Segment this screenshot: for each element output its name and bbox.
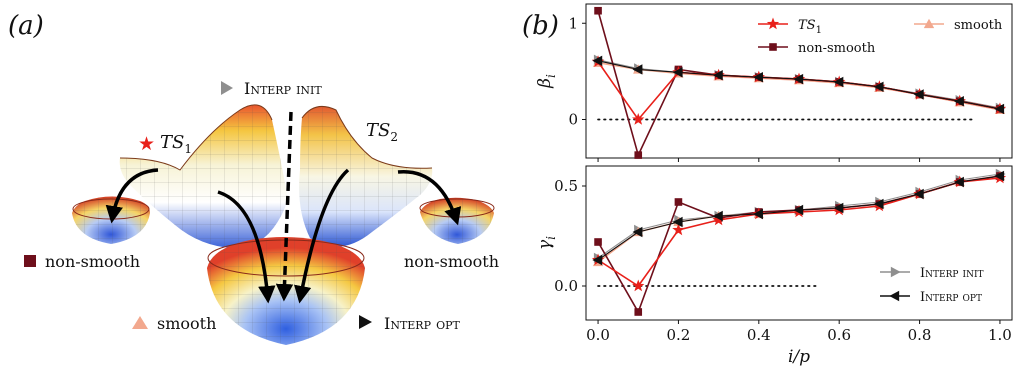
gamma-point-interp-opt (954, 176, 964, 188)
legend-marker-non-smooth (769, 43, 777, 51)
legend-label-interp-init: Interp init (920, 266, 984, 281)
legend-label-smooth: smooth (954, 18, 1003, 33)
beta-ytick-label: 0 (568, 111, 578, 129)
gamma-point-ts-1 (632, 279, 645, 292)
arrow-ts2-to-center (294, 168, 350, 304)
legend-marker-ts-1 (766, 17, 780, 30)
beta-point-interp-opt (753, 71, 763, 83)
arrow-ts1-to-center (217, 190, 276, 304)
gamma-plot: 0.0 0.5 0.0 0.2 0.4 0.6 0.8 1.0 i/p γi Interp init… (535, 165, 1013, 367)
gamma-point-interp-opt (592, 254, 603, 266)
beta-point-interp-opt (873, 81, 884, 92)
panel-b: (b) 0 1 βi TS1 non-smooth smooth 0.0 0.5 0.0 0.2… (522, 3, 1013, 367)
gamma-plot-frame (585, 165, 1013, 321)
beta-point-non-smooth (594, 6, 602, 15)
gamma-ylabel: γi (535, 236, 558, 250)
beta-point-interp-opt (793, 73, 804, 85)
legend-label-non-smooth: non-smooth (798, 41, 876, 56)
ts1-saddle-surface (119, 104, 288, 249)
gamma-xtick-label: 1.0 (988, 326, 1012, 344)
smooth-triangle-icon (132, 316, 148, 329)
gamma-xtick-label: 0.6 (827, 326, 851, 344)
left-small-bowl (72, 196, 150, 244)
beta-ylabel: βi (535, 74, 558, 89)
panel-a-label: (a) (8, 11, 44, 41)
beta-point-interp-opt (632, 64, 643, 75)
legend-label-interp-opt: Interp opt (920, 290, 982, 305)
non-smooth-right-label: non-smooth (404, 252, 499, 271)
beta-point-non-smooth (634, 151, 643, 159)
gamma-point-interp-opt (994, 170, 1005, 182)
legend-marker-interp-init (890, 266, 901, 278)
beta-point-interp-opt (833, 76, 844, 88)
gamma-series-line-smooth (597, 175, 1001, 263)
gamma-point-interp-opt (833, 202, 844, 214)
non-smooth-left-label: non-smooth (45, 252, 140, 271)
legend-marker-smooth (923, 18, 935, 29)
gamma-xtick-label: 0.2 (667, 326, 691, 344)
gamma-ytick-label: 0.0 (554, 277, 578, 295)
gamma-point-non-smooth (634, 308, 643, 316)
panel-b-label: (b) (522, 11, 559, 41)
beta-series-line-interp-opt (597, 60, 1001, 110)
gamma-series-line-interp-init (597, 173, 1001, 259)
gamma-xtick-label: 0.0 (586, 326, 610, 344)
arrow-ts1-to-left (105, 168, 159, 224)
beta-ytick-label: 1 (568, 14, 578, 32)
beta-point-interp-opt (994, 103, 1005, 115)
gamma-point-ts-1 (712, 213, 725, 226)
ts2-label: TS2 (366, 120, 398, 144)
ts2-saddle-surface (299, 105, 433, 247)
ts1-star-icon: ★ (138, 133, 155, 155)
legend-label-ts-1: TS1 (798, 18, 822, 36)
gamma-xtick-label: 0.4 (747, 326, 771, 344)
beta-series-line-smooth (597, 61, 1001, 111)
gamma-ytick-label: 0.5 (554, 177, 578, 195)
beta-point-interp-opt (954, 96, 964, 107)
gamma-point-interp-opt (753, 208, 763, 220)
gamma-point-non-smooth (674, 198, 683, 206)
beta-point-interp-opt (672, 67, 683, 78)
gamma-point-interp-opt (672, 216, 683, 228)
gamma-point-interp-opt (913, 188, 924, 200)
arrow-ts2-to-right (397, 170, 462, 226)
interp-opt-label: Interp opt (384, 314, 461, 333)
gamma-point-interp-opt (873, 198, 884, 210)
interp-init-triangle-icon (221, 81, 233, 95)
beta-point-ts-1 (632, 113, 645, 125)
gamma-point-interp-opt (632, 226, 643, 238)
gamma-point-interp-opt (712, 210, 723, 222)
gamma-xtick-label: 0.8 (908, 326, 932, 344)
beta-point-interp-opt (913, 89, 924, 100)
non-smooth-square-icon (24, 255, 36, 267)
gamma-xlabel: i/p (788, 347, 810, 367)
arrow-interp-init (275, 111, 294, 302)
smooth-label: smooth (157, 314, 216, 333)
panel-a: (a) (8, 11, 499, 345)
beta-point-interp-opt (592, 55, 603, 66)
ts1-label: TS1 (160, 132, 192, 156)
legend-marker-interp-opt (889, 290, 900, 302)
gamma-point-interp-opt (793, 204, 804, 216)
beta-plot: 0 1 βi TS1 non-smooth smooth (535, 3, 1013, 162)
gamma-point-non-smooth (594, 238, 602, 246)
beta-plot-frame (585, 3, 1013, 159)
interp-opt-triangle-icon (359, 315, 372, 329)
interp-init-label: Interp init (244, 79, 322, 98)
beta-point-interp-opt (712, 70, 723, 81)
gamma-point-ts-1 (672, 223, 685, 236)
